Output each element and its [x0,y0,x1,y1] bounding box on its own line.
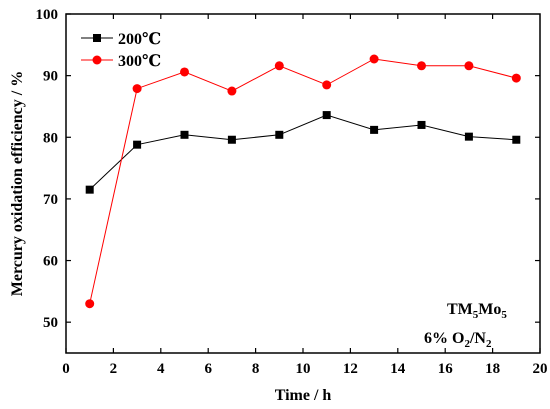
data-point-300c [85,299,95,309]
data-point-200c [180,130,189,139]
data-point-300c [464,61,474,71]
data-point-300c [511,73,521,83]
x-tick-label: 18 [485,361,500,377]
x-tick-label: 4 [157,361,165,377]
series-line-200c [89,114,517,191]
data-point-200c [512,135,521,144]
data-point-200c [370,125,379,134]
atmosphere-sub2: 2 [486,338,492,350]
atmosphere-pre: 6% O [424,330,464,347]
y-tick-label: 50 [43,315,58,331]
catalyst-sub2: 5 [501,309,507,321]
catalyst-mid: Mo [478,301,501,318]
data-point-300c [274,61,284,71]
y-tick-label: 60 [43,254,58,270]
y-tick-label: 90 [43,69,58,85]
data-point-200c [464,132,473,141]
x-tick-label: 14 [390,361,406,377]
ticks-layer: 0 2 4 6 8 10 12 14 16 18 20 50 60 70 80 90 100 [36,7,548,377]
data-point-300c [322,80,332,90]
x-tick-label: 8 [252,361,260,377]
series-line-300c [89,58,517,304]
x-tick-label: 2 [110,361,118,377]
atmosphere-annotation: 6% O2/N2 [424,330,492,350]
x-tick-label: 6 [204,361,212,377]
x-axis-title: Time / h [275,387,332,404]
y-tick-label: 100 [36,7,59,23]
catalyst-base: TM [447,301,473,318]
data-point-300c [369,54,379,64]
y-axis-title: Mercury oxidation efficiency / % [9,71,26,296]
x-tick-label: 0 [62,361,70,377]
x-tick-label: 10 [296,361,311,377]
legend-label-300c: 300℃ [118,53,161,70]
y-tick-label: 80 [43,130,58,146]
data-point-200c [227,135,236,144]
series-layer [85,54,521,309]
legend-label-200c: 200℃ [118,31,161,48]
data-point-200c [133,140,142,149]
data-point-300c [417,61,426,71]
data-point-200c [417,120,426,129]
legend-marker-300c [92,55,102,65]
data-point-300c [132,84,142,94]
atmosphere-sub: 2 [464,338,470,350]
x-tick-label: 16 [438,361,454,377]
legend-marker-200c [93,34,101,42]
data-point-200c [322,111,331,120]
data-point-200c [85,185,94,194]
x-tick-label: 12 [343,361,358,377]
data-point-300c [180,67,189,77]
legend: 200℃ 300℃ [81,31,161,70]
catalyst-sub1: 5 [473,309,479,321]
catalyst-annotation: TM5Mo5 [447,301,507,321]
data-point-300c [227,86,237,96]
atmosphere-post: /N [469,330,486,347]
x-tick-label: 20 [533,361,548,377]
y-tick-label: 70 [43,192,58,208]
data-point-200c [275,130,284,139]
